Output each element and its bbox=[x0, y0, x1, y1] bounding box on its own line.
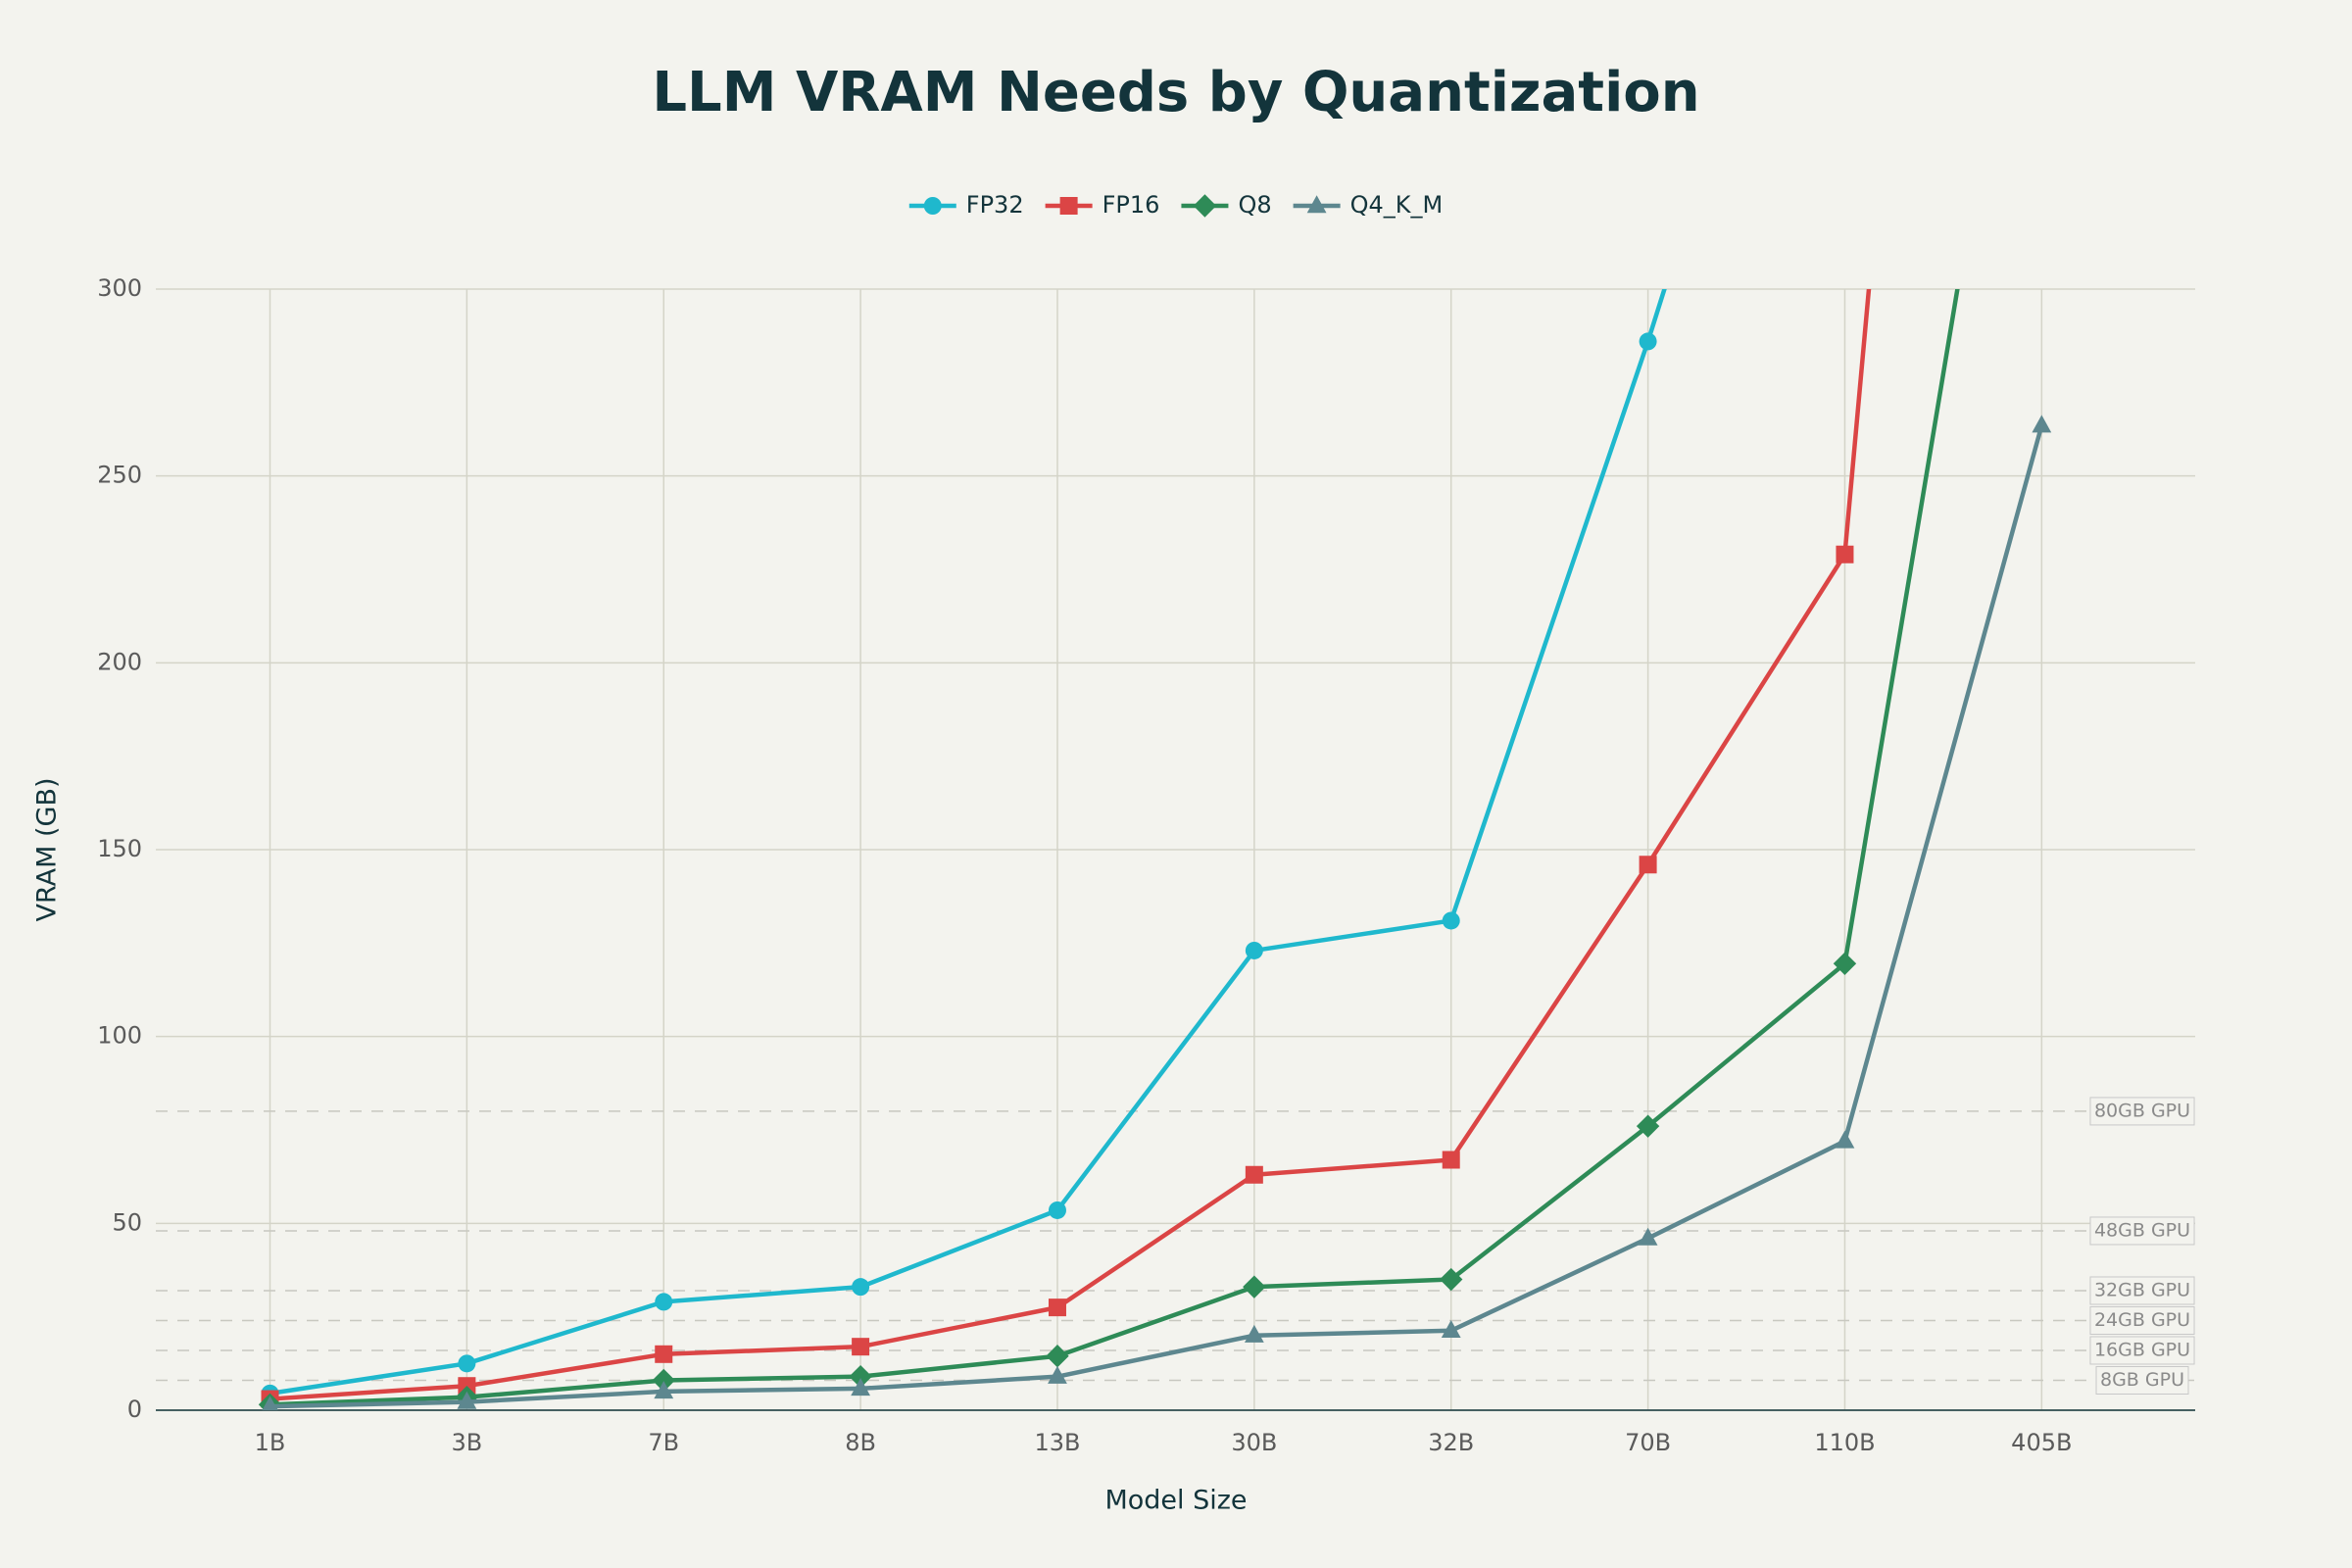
reference-label: 32GB GPU bbox=[2094, 1279, 2190, 1300]
reference-label-box bbox=[2089, 1097, 2195, 1126]
y-tick-label: 250 bbox=[97, 462, 142, 489]
y-tick-label: 50 bbox=[112, 1208, 142, 1236]
reference-label-box bbox=[2089, 1276, 2195, 1305]
marker bbox=[1639, 332, 1657, 351]
reference-label: 8GB GPU bbox=[2100, 1369, 2184, 1391]
chart-title: LLM VRAM Needs by Quantization bbox=[652, 61, 1699, 124]
marker bbox=[652, 1368, 675, 1393]
marker bbox=[1441, 1319, 1461, 1338]
marker bbox=[1836, 545, 1854, 564]
marker bbox=[1046, 1345, 1069, 1368]
x-tick-label: 3B bbox=[452, 1429, 483, 1456]
reference-label-box bbox=[2089, 1336, 2195, 1365]
marker bbox=[1442, 911, 1460, 930]
legend-item: Q4_K_M bbox=[1293, 191, 1444, 219]
marker bbox=[852, 1338, 870, 1356]
grid: 1B 3B 7B 8B 13B 30B 32B 70B 110B 405B 0 50 100 150 200… bbox=[97, 274, 2195, 1456]
marker bbox=[1440, 1267, 1463, 1292]
marker bbox=[923, 197, 942, 215]
reference-label: 16GB GPU bbox=[2094, 1339, 2190, 1360]
marker bbox=[655, 1345, 673, 1363]
marker bbox=[2032, 415, 2052, 433]
marker bbox=[1833, 952, 1857, 976]
reference-label-box bbox=[2089, 1305, 2195, 1335]
y-tick-label: 200 bbox=[97, 648, 142, 675]
legend-item: Q8 bbox=[1181, 191, 1272, 219]
marker bbox=[1638, 1227, 1658, 1246]
y-tick-label: 100 bbox=[97, 1022, 142, 1050]
series-line bbox=[270, 424, 2044, 1409]
marker bbox=[1639, 856, 1657, 874]
marker bbox=[1193, 194, 1217, 218]
marker bbox=[1245, 941, 1263, 959]
reference-label-box bbox=[2095, 1365, 2189, 1395]
marker bbox=[1636, 1114, 1660, 1138]
reference-label: 80GB GPU bbox=[2094, 1100, 2190, 1121]
legend-label: FP16 bbox=[1102, 191, 1160, 219]
marker bbox=[1059, 197, 1078, 215]
marker bbox=[852, 1278, 870, 1297]
x-tick-label: 110B bbox=[1814, 1429, 1875, 1456]
marker bbox=[262, 1396, 278, 1410]
marker bbox=[458, 1354, 476, 1373]
marker bbox=[851, 1378, 871, 1396]
y-tick-label: 150 bbox=[97, 835, 142, 862]
y-tick-label: 300 bbox=[97, 274, 142, 302]
marker bbox=[1835, 1130, 1855, 1149]
marker bbox=[655, 1293, 673, 1311]
legend: FP32 FP16 Q8 Q4_K_M bbox=[908, 191, 1444, 219]
series-line bbox=[270, 289, 1960, 1407]
series-line bbox=[270, 289, 1667, 1396]
reference-label: 24GB GPU bbox=[2094, 1309, 2190, 1331]
marker bbox=[1048, 1200, 1066, 1219]
marker bbox=[1245, 1165, 1263, 1184]
marker bbox=[1048, 1298, 1066, 1317]
legend-item: FP16 bbox=[1045, 191, 1160, 219]
x-tick-label: 32B bbox=[1428, 1429, 1474, 1456]
x-tick-label: 405B bbox=[2011, 1429, 2072, 1456]
legend-item: FP32 bbox=[908, 191, 1024, 219]
series-line bbox=[270, 289, 1872, 1401]
marker bbox=[654, 1381, 674, 1399]
x-tick-label: 30B bbox=[1231, 1429, 1277, 1456]
legend-label: Q8 bbox=[1238, 191, 1271, 219]
reference-label-box bbox=[2089, 1216, 2195, 1246]
plot-area bbox=[258, 289, 2052, 1410]
marker bbox=[1306, 195, 1327, 214]
marker bbox=[1244, 1324, 1264, 1343]
x-tick-label: 8B bbox=[845, 1429, 876, 1456]
x-axis-title: Model Size bbox=[1104, 1486, 1247, 1516]
marker bbox=[849, 1364, 872, 1389]
y-tick-label: 0 bbox=[127, 1396, 142, 1423]
x-tick-label: 1B bbox=[255, 1429, 286, 1456]
legend-label: Q4_K_M bbox=[1350, 191, 1444, 219]
marker bbox=[1048, 1365, 1067, 1384]
x-tick-label: 70B bbox=[1625, 1429, 1671, 1456]
legend-label: FP32 bbox=[966, 191, 1024, 219]
y-axis-title: VRAM (GB) bbox=[32, 778, 63, 922]
marker bbox=[1243, 1275, 1266, 1298]
x-tick-label: 13B bbox=[1034, 1429, 1080, 1456]
x-tick-label: 7B bbox=[648, 1429, 679, 1456]
reference-label: 48GB GPU bbox=[2094, 1219, 2190, 1241]
marker bbox=[457, 1391, 477, 1409]
marker bbox=[1442, 1151, 1460, 1169]
